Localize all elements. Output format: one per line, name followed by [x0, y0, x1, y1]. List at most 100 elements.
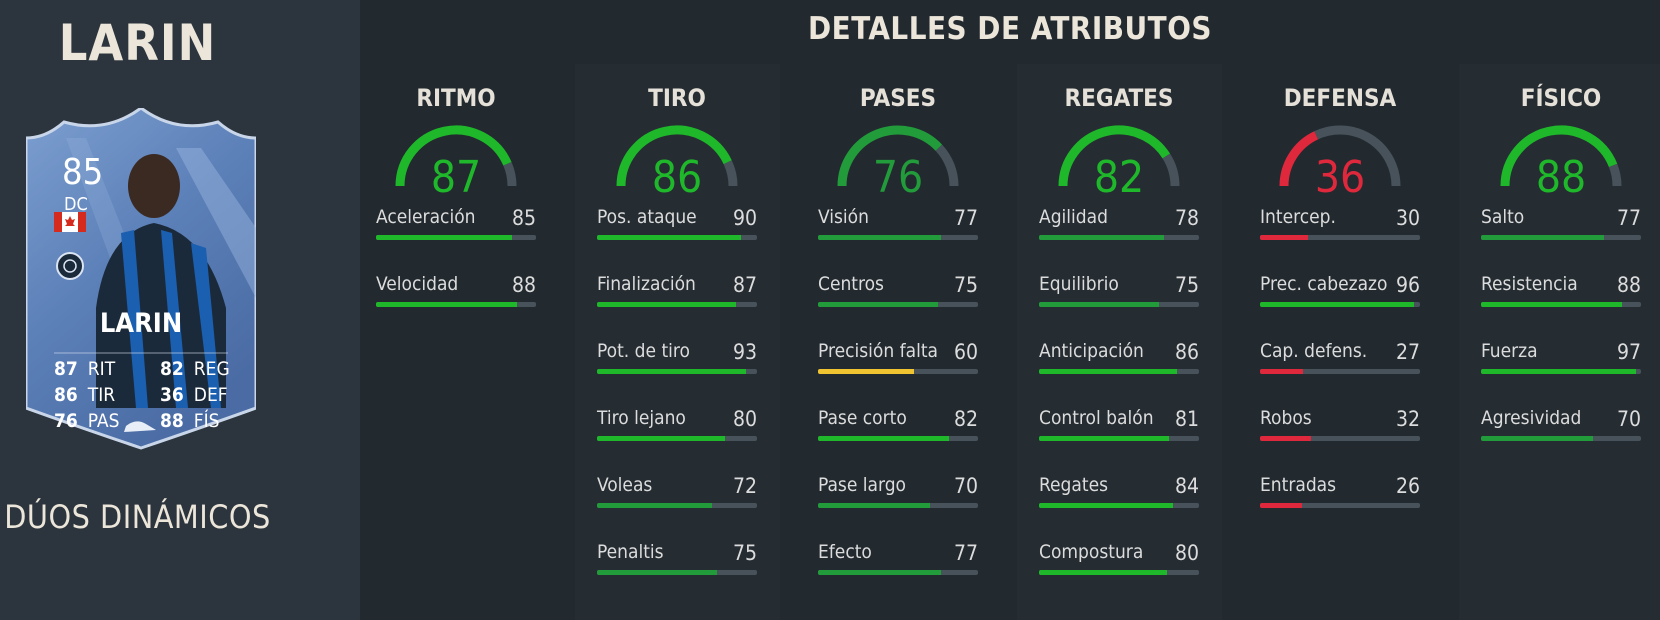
- stat-bar: [818, 570, 978, 575]
- player-card: 85 DC LARIN 87 RIT 82 REG 86 TIR 36 DEF 76 PA…: [26, 108, 256, 478]
- stat-value: 96: [1395, 273, 1420, 297]
- stat-bar: [1260, 302, 1420, 307]
- stat-value: 72: [732, 474, 757, 498]
- card-stat-label: DEF: [193, 384, 228, 406]
- stat-bar: [818, 235, 978, 240]
- gauge-track: [935, 144, 959, 187]
- stat-row: Equilibrio 75: [1039, 273, 1199, 340]
- category-value: 88: [1536, 152, 1586, 194]
- stat-label: Regates: [1039, 474, 1108, 496]
- stat-bar: [1260, 235, 1420, 240]
- stat-bar: [1481, 369, 1641, 374]
- stat-value: 77: [953, 206, 978, 230]
- stat-row: Aceleración 85: [376, 206, 536, 273]
- stat-bar-fill: [1481, 302, 1622, 307]
- stat-value: 87: [732, 273, 757, 297]
- stat-bar-fill: [597, 503, 713, 508]
- stat-value: 70: [1616, 407, 1641, 431]
- page-title: DETALLES DE ATRIBUTOS: [808, 11, 1212, 47]
- stat-bar: [597, 302, 757, 307]
- stat-bar: [376, 235, 536, 240]
- stat-label: Centros: [818, 273, 884, 295]
- card-overall: 85: [62, 152, 104, 193]
- stat-bar-fill: [597, 570, 717, 575]
- stat-row: Centros 75: [818, 273, 978, 340]
- stat-bar: [818, 302, 978, 307]
- attribute-column-4: DEFENSA 36 Intercep. 30 Prec. cabezazo 96 Cap.…: [1260, 64, 1420, 541]
- stat-bar-fill: [1260, 302, 1414, 307]
- card-stat-label: REG: [193, 358, 230, 380]
- attribute-column-1: TIRO 86 Pos. ataque 90 Finalización 87 Pot. de…: [597, 64, 757, 608]
- stat-bar: [1039, 302, 1199, 307]
- stat-row: Voleas 72: [597, 474, 757, 541]
- stat-bar-fill: [818, 302, 938, 307]
- stat-bar: [1481, 436, 1641, 441]
- category-title: REGATES: [1064, 84, 1174, 112]
- promo-name: DÚOS DINÁMICOS: [4, 498, 271, 536]
- stat-row: Resistencia 88: [1481, 273, 1641, 340]
- stat-row: Agilidad 78: [1039, 206, 1199, 273]
- stat-value: 90: [732, 206, 757, 230]
- stat-label: Salto: [1481, 206, 1525, 228]
- stat-bar-fill: [1481, 235, 1605, 240]
- card-stat-label: RIT: [87, 358, 116, 380]
- stat-value: 80: [732, 407, 757, 431]
- category-title: TIRO: [648, 84, 706, 112]
- stat-value: 86: [1174, 340, 1199, 364]
- stat-label: Efecto: [818, 541, 872, 563]
- stat-value: 70: [953, 474, 978, 498]
- gauge-track: [723, 160, 738, 187]
- stat-bar: [818, 369, 978, 374]
- stat-bar-fill: [1260, 235, 1308, 240]
- stat-row: Anticipación 86: [1039, 340, 1199, 407]
- card-stat-value: 88: [160, 410, 184, 432]
- stat-row: Control balón 81: [1039, 407, 1199, 474]
- stat-bar: [1039, 570, 1199, 575]
- stat-bar-fill: [1260, 436, 1312, 441]
- stat-bar: [818, 436, 978, 441]
- stat-bar: [1481, 302, 1641, 307]
- stat-row: Velocidad 88: [376, 273, 536, 340]
- stat-bar: [1260, 503, 1420, 508]
- stat-bar: [1260, 369, 1420, 374]
- stat-bar-fill: [1260, 369, 1304, 374]
- player-head: [128, 154, 180, 218]
- stat-value: 80: [1174, 541, 1199, 565]
- card-stat-label: PAS: [87, 410, 120, 432]
- stat-label: Intercep.: [1260, 206, 1336, 228]
- category-value: 36: [1315, 152, 1365, 194]
- stat-label: Agilidad: [1039, 206, 1108, 228]
- card-stat-value: 36: [160, 384, 184, 406]
- gauge-fill: [1500, 125, 1618, 187]
- stat-value: 84: [1174, 474, 1199, 498]
- card-background: [26, 108, 256, 450]
- category-title: PASES: [859, 84, 937, 112]
- stat-value: 77: [1616, 206, 1641, 230]
- stat-value: 82: [953, 407, 978, 431]
- category-value: 87: [431, 152, 481, 194]
- stat-row: Visión 77: [818, 206, 978, 273]
- stat-value: 30: [1395, 206, 1420, 230]
- stat-label: Precisión falta: [818, 340, 939, 362]
- stat-bar: [1039, 369, 1199, 374]
- stat-bar-fill: [376, 302, 517, 307]
- stat-bar: [597, 235, 757, 240]
- stat-value: 75: [953, 273, 978, 297]
- stat-bar-fill: [1260, 503, 1302, 508]
- category-gauge: 88: [1500, 125, 1622, 194]
- stat-value: 60: [953, 340, 978, 364]
- stat-label: Cap. defens.: [1260, 340, 1368, 362]
- attribute-column-3: REGATES 82 Agilidad 78 Equilibrio 75 Anticipac…: [1039, 64, 1199, 608]
- stat-bar: [597, 503, 757, 508]
- gauge-fill: [837, 125, 943, 187]
- stat-row: Finalización 87: [597, 273, 757, 340]
- stat-value: 75: [732, 541, 757, 565]
- stat-value: 77: [953, 541, 978, 565]
- gauge-fill: [395, 125, 512, 187]
- stat-value: 97: [1616, 340, 1641, 364]
- column-background: [1017, 64, 1222, 620]
- stat-bar: [597, 369, 757, 374]
- stat-bar: [597, 570, 757, 575]
- stat-row: Prec. cabezazo 96: [1260, 273, 1420, 340]
- gauge-track: [1608, 163, 1622, 187]
